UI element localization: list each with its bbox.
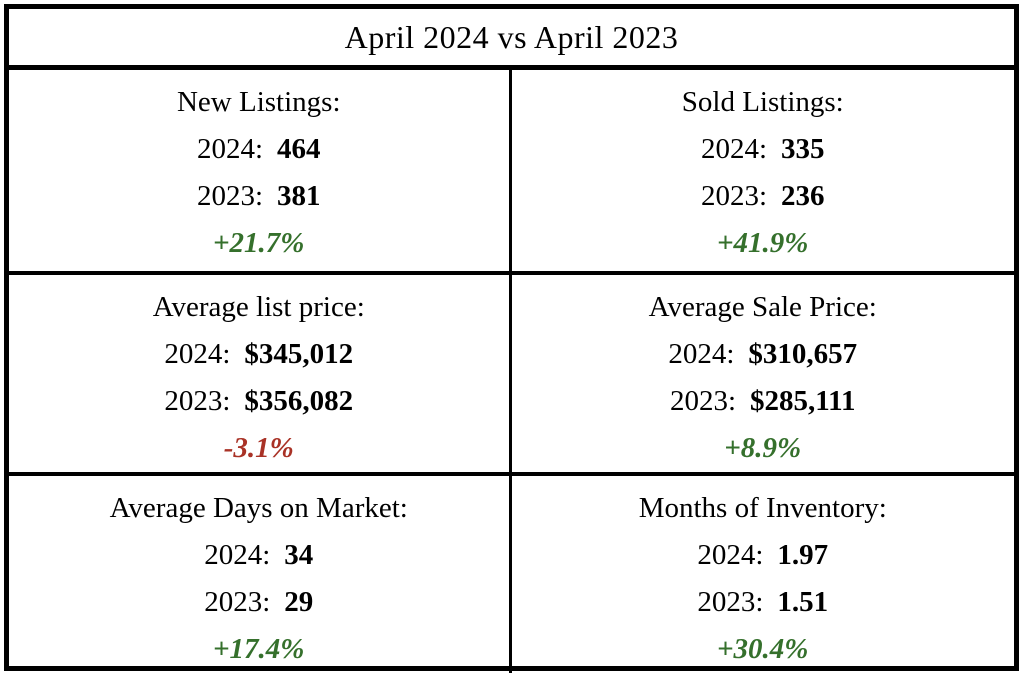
metric-year-2024-line: 2024: $345,012 (9, 331, 509, 378)
metrics-grid: New Listings: 2024: 464 2023: 381 +21.7% S… (9, 70, 1014, 673)
metric-year-2024-line: 2024: 34 (9, 532, 509, 579)
metric-percent-change: +17.4% (213, 633, 305, 665)
year-2024-label: 2024: (697, 539, 764, 571)
metric-percent-change: +41.9% (717, 227, 809, 259)
metric-percent-change: +21.7% (213, 227, 305, 259)
metric-label: Average Sale Price: (648, 291, 877, 323)
year-2024-label: 2024: (196, 133, 264, 165)
report-title-row: April 2024 vs April 2023 (9, 9, 1014, 70)
metric-value-2024: 34 (284, 539, 314, 571)
year-2024-label: 2024: (204, 539, 271, 571)
metric-label: Average Days on Market: (109, 492, 408, 524)
year-2024-label: 2024: (668, 338, 735, 370)
metric-value-2023: 236 (781, 180, 825, 212)
year-2023-label: 2023: (697, 586, 764, 618)
year-2023-label: 2023: (164, 385, 231, 417)
metric-year-2023-line: 2023: 381 (9, 173, 509, 220)
metric-percent-change: +30.4% (717, 633, 809, 665)
metric-value-2024: $310,657 (748, 338, 858, 370)
metric-value-2023: 381 (277, 180, 321, 212)
metric-year-2024-line: 2024: $310,657 (512, 331, 1015, 378)
metric-year-2023-line: 2023: 236 (512, 173, 1015, 220)
year-2024-label: 2024: (700, 133, 768, 165)
metric-value-2024: 464 (277, 133, 321, 165)
metric-year-2023-line: 2023: 1.51 (512, 579, 1015, 626)
metric-year-2023-line: 2023: 29 (9, 579, 509, 626)
metric-value-2023: $285,111 (750, 385, 856, 417)
metric-cell-average-sale-price: Average Sale Price: 2024: $310,657 2023: $… (511, 271, 1015, 472)
metric-cell-months-of-inventory: Months of Inventory: 2024: 1.97 2023: 1.51… (511, 472, 1015, 673)
metric-percent-change: +8.9% (724, 432, 802, 464)
metric-cell-new-listings: New Listings: 2024: 464 2023: 381 +21.7% (9, 70, 512, 271)
metric-year-2024-line: 2024: 464 (9, 126, 509, 173)
metric-value-2023: 1.51 (777, 586, 829, 618)
year-2023-label: 2023: (204, 586, 271, 618)
metric-value-2023: $356,082 (244, 385, 354, 417)
metric-label: Average list price: (152, 291, 365, 323)
metric-value-2023: 29 (284, 586, 314, 618)
metric-year-2023-line: 2023: $285,111 (512, 378, 1015, 425)
metric-year-2024-line: 2024: 335 (512, 126, 1015, 173)
metric-label: Sold Listings: (681, 86, 844, 118)
report-title: April 2024 vs April 2023 (344, 18, 679, 55)
metric-value-2024: $345,012 (244, 338, 354, 370)
metric-percent-change: -3.1% (223, 432, 294, 464)
year-2023-label: 2023: (196, 180, 264, 212)
year-2023-label: 2023: (669, 385, 736, 417)
metric-value-2024: 335 (781, 133, 825, 165)
metric-label: Months of Inventory: (638, 492, 887, 524)
metric-cell-sold-listings: Sold Listings: 2024: 335 2023: 236 +41.9% (512, 70, 1015, 271)
year-2024-label: 2024: (164, 338, 231, 370)
metric-cell-average-list-price: Average list price: 2024: $345,012 2023: $… (9, 271, 512, 472)
comparison-report-table: April 2024 vs April 2023 New Listings: 2… (4, 4, 1019, 673)
year-2023-label: 2023: (700, 180, 768, 212)
metric-label: New Listings: (176, 86, 341, 118)
metric-value-2024: 1.97 (777, 539, 829, 571)
metric-year-2023-line: 2023: $356,082 (9, 378, 509, 425)
metric-year-2024-line: 2024: 1.97 (512, 532, 1015, 579)
metric-cell-average-days-on-market: Average Days on Market: 2024: 34 2023: 29 … (9, 472, 512, 673)
